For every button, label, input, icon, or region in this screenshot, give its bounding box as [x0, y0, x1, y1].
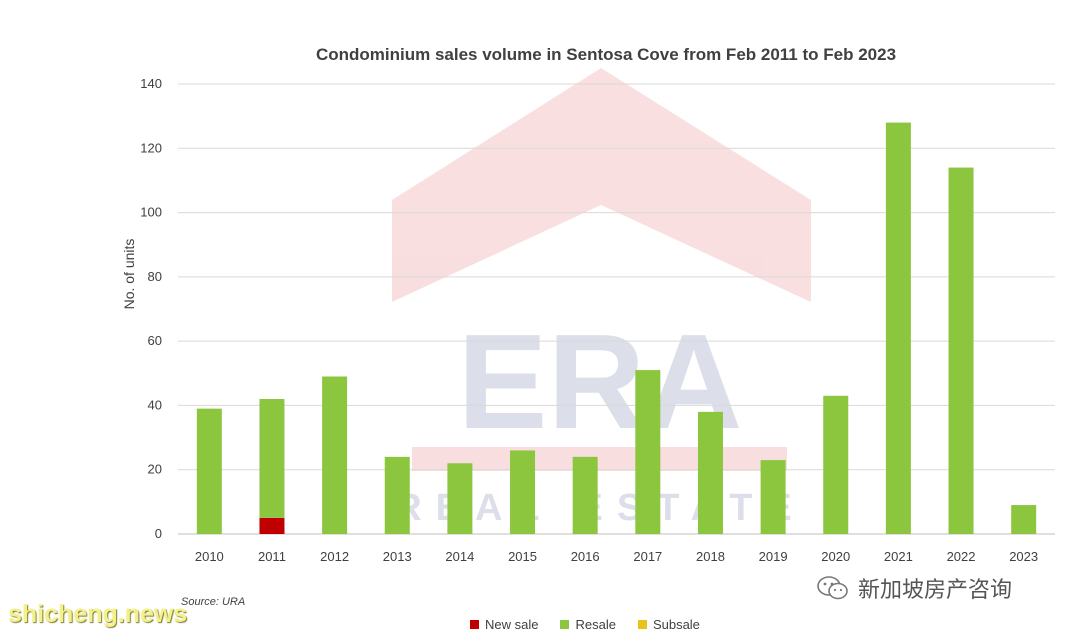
bar-resale	[697, 411, 723, 534]
y-tick-label: 120	[140, 140, 162, 155]
legend-label-new-sale: New sale	[485, 617, 539, 632]
bar-resale	[1011, 505, 1037, 534]
account-watermark: 新加坡房产咨询	[816, 572, 1012, 604]
legend-swatch-subsale	[637, 620, 647, 629]
x-tick-label: 2015	[508, 549, 537, 564]
legend-item-new-sale: New sale	[470, 617, 538, 632]
bar-resale	[948, 167, 974, 535]
era-logo-watermark: ERA REAL ESTATE	[392, 68, 811, 529]
legend-label-subsale: Subsale	[652, 617, 700, 632]
legend-item-resale: Resale	[560, 617, 616, 632]
account-name: 新加坡房产咨询	[858, 577, 1013, 602]
legend-item-subsale: Subsale	[637, 617, 700, 632]
chart-title: Condominium sales volume in Sentosa Cove…	[316, 45, 896, 64]
x-tick-label: 2013	[383, 549, 412, 564]
x-tick-label: 2017	[633, 549, 662, 564]
y-tick-label: 100	[140, 205, 162, 220]
x-tick-label: 2021	[884, 549, 913, 564]
bar-new-sale	[259, 517, 285, 534]
y-tick-label: 60	[148, 333, 162, 348]
bar-resale	[510, 450, 536, 534]
bar-resale	[259, 399, 285, 518]
wechat-icon	[817, 576, 848, 600]
svg-text:ERA: ERA	[457, 306, 742, 457]
bar-resale	[823, 395, 849, 534]
x-tick-label: 2023	[1009, 549, 1038, 564]
bars	[196, 122, 1037, 535]
bar-resale	[196, 408, 222, 534]
legend-swatch-new-sale	[470, 620, 479, 629]
x-tick-label: 2016	[571, 549, 600, 564]
bar-resale	[384, 456, 410, 534]
bar-resale	[760, 460, 786, 534]
bar-resale	[322, 376, 348, 534]
site-watermark: shicheng.news	[8, 600, 188, 628]
y-tick-label: 20	[148, 462, 162, 477]
source-note: Source: URA	[181, 596, 246, 608]
bar-resale	[885, 122, 911, 535]
bar-resale	[447, 463, 473, 534]
y-tick-labels: 0 20 40 60 80 100 120 140	[140, 76, 162, 541]
y-tick-label: 80	[148, 269, 162, 284]
x-tick-label: 2014	[445, 549, 474, 564]
y-axis-label: No. of units	[121, 239, 137, 310]
legend-swatch-resale	[560, 620, 570, 629]
x-tick-label: 2012	[320, 549, 349, 564]
bar-resale	[635, 370, 661, 534]
bar-resale	[572, 456, 598, 534]
x-tick-labels: 2010 2011 2012 2013 2014 2015 2016 2017 2018 2019…	[195, 549, 1038, 564]
x-tick-label: 2022	[947, 549, 976, 564]
x-tick-label: 2019	[759, 549, 788, 564]
y-tick-label: 140	[140, 76, 162, 91]
y-tick-label: 40	[148, 397, 162, 412]
x-tick-label: 2020	[821, 549, 850, 564]
legend: New sale Resale Subsale	[470, 617, 700, 632]
x-tick-label: 2010	[195, 549, 224, 564]
y-tick-label: 0	[155, 526, 162, 541]
legend-label-resale: Resale	[575, 617, 616, 632]
x-tick-label: 2011	[258, 549, 286, 564]
x-tick-label: 2018	[696, 549, 725, 564]
